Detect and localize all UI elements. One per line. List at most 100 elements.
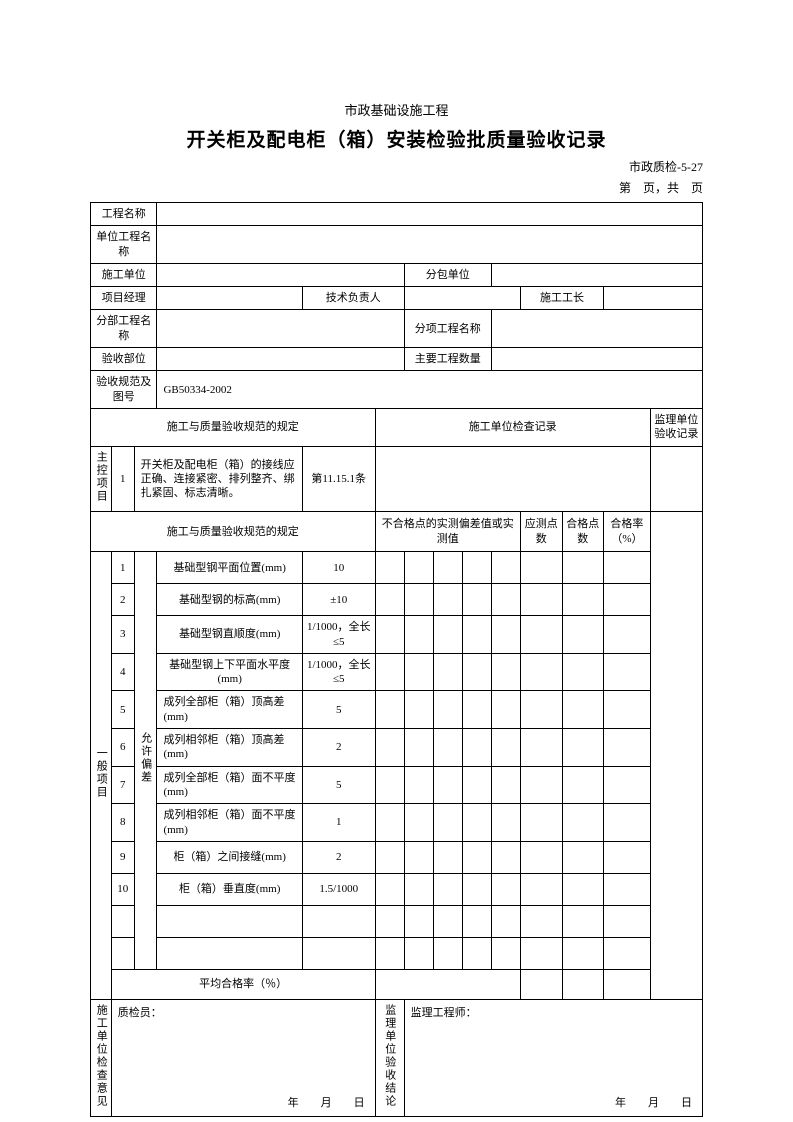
g-desc-4: 基础型钢上下平面水平度(mm)	[157, 653, 302, 691]
general-row-8: 8 成列相邻柜（箱）面不平度(mm) 1	[91, 804, 703, 842]
g-desc-6: 成列相邻柜（箱）顶高差(mm)	[157, 729, 302, 767]
qc-label: 质检员：	[118, 1007, 162, 1019]
g-val-5: 5	[302, 691, 375, 729]
value-contractor	[157, 263, 404, 286]
g-desc-3: 基础型钢直顺度(mm)	[157, 616, 302, 654]
g-val-6: 2	[302, 729, 375, 767]
col-deviation: 不合格点的实测偏差值或实测值	[375, 512, 520, 552]
row-pm: 项目经理 技术负责人 施工工长	[91, 287, 703, 310]
value-accept-part	[157, 348, 404, 371]
g-val-7: 5	[302, 766, 375, 804]
g-val-9: 2	[302, 841, 375, 873]
g-no-7: 7	[111, 766, 134, 804]
g-no-9: 9	[111, 841, 134, 873]
row-section: 分部工程名称 分项工程名称	[91, 310, 703, 348]
value-main-qty	[491, 348, 702, 371]
g-no-1: 1	[111, 552, 134, 584]
general-row-4: 4 基础型钢上下平面水平度(mm) 1/1000，全长≤5	[91, 653, 703, 691]
value-pm	[157, 287, 302, 310]
g-desc-1: 基础型钢平面位置(mm)	[157, 552, 302, 584]
doc-code: 市政质检-5-27	[90, 158, 703, 175]
supervise-sign-block: 监理工程师： 年 月 日	[404, 999, 702, 1116]
contractor-sign-block: 质检员： 年 月 日	[111, 999, 375, 1116]
general-row-1: 一般项目 1 允许偏差 基础型钢平面位置(mm) 10	[91, 552, 703, 584]
row-header1: 施工与质量验收规范的规定 施工单位检查记录 监理单位验收记录	[91, 408, 703, 446]
row-proj-name: 工程名称	[91, 203, 703, 226]
g-no-3: 3	[111, 616, 134, 654]
row-avg-rate: 平均合格率（％）	[91, 969, 703, 999]
date2: 年 月 日	[615, 1096, 692, 1110]
contractor-opinion-label: 施工单位检查意见	[91, 999, 112, 1116]
g-val-3: 1/1000，全长≤5	[302, 616, 375, 654]
page: 市政基础设施工程 开关柜及配电柜（箱）安装检验批质量验收记录 市政质检-5-27…	[0, 0, 793, 1122]
g-val-10: 1.5/1000	[302, 873, 375, 905]
g-no-4: 4	[111, 653, 134, 691]
main-ctrl-supervise	[650, 446, 702, 511]
main-ctrl-no: 1	[111, 446, 134, 511]
general-row-2: 2 基础型钢的标高(mm) ±10	[91, 584, 703, 616]
general-label: 一般项目	[91, 552, 112, 1000]
value-subcontractor	[491, 263, 702, 286]
date1: 年 月 日	[288, 1096, 365, 1110]
header-title: 开关柜及配电柜（箱）安装检验批质量验收记录	[90, 125, 703, 152]
g-no-10: 10	[111, 873, 134, 905]
general-row-6: 6 成列相邻柜（箱）顶高差(mm) 2	[91, 729, 703, 767]
row-sign: 施工单位检查意见 质检员： 年 月 日 监理单位验收结论 监理工程师： 年 月 …	[91, 999, 703, 1116]
value-item	[491, 310, 702, 348]
label-pm: 项目经理	[91, 287, 157, 310]
g-val-8: 1	[302, 804, 375, 842]
label-item: 分项工程名称	[404, 310, 491, 348]
general-row-7: 7 成列全部柜（箱）面不平度(mm) 5	[91, 766, 703, 804]
main-ctrl-check	[375, 446, 650, 511]
row-accept-part: 验收部位 主要工程数量	[91, 348, 703, 371]
main-ctrl-label: 主控项目	[91, 446, 112, 511]
label-spec: 验收规范及图号	[91, 371, 157, 409]
col-pass-pts: 合格点数	[562, 512, 604, 552]
row-contractor: 施工单位 分包单位	[91, 263, 703, 286]
col-spec2: 施工与质量验收规范的规定	[91, 512, 376, 552]
g-desc-7: 成列全部柜（箱）面不平度(mm)	[157, 766, 302, 804]
g-val-4: 1/1000，全长≤5	[302, 653, 375, 691]
avg-rate-label: 平均合格率（％）	[111, 969, 375, 999]
col-supervise: 监理单位验收记录	[650, 408, 702, 446]
label-tech: 技术负责人	[302, 287, 404, 310]
row-main-ctrl: 主控项目 1 开关柜及配电柜（箱）的接线应正确、连接紧密、排列整齐、绑扎紧固、标…	[91, 446, 703, 511]
supervise-col	[650, 512, 702, 1000]
row-general-header: 施工与质量验收规范的规定 不合格点的实测偏差值或实测值 应测点数 合格点数 合格…	[91, 512, 703, 552]
value-spec: GB50334-2002	[157, 371, 703, 409]
g-no-6: 6	[111, 729, 134, 767]
col-check: 施工单位检查记录	[375, 408, 650, 446]
label-accept-part: 验收部位	[91, 348, 157, 371]
main-ctrl-clause: 第11.15.1条	[302, 446, 375, 511]
label-unit-proj: 单位工程名称	[91, 226, 157, 264]
row-spec: 验收规范及图号 GB50334-2002	[91, 371, 703, 409]
col-should: 应测点数	[520, 512, 562, 552]
label-subcontractor: 分包单位	[404, 263, 491, 286]
engineer-label: 监理工程师：	[411, 1007, 477, 1019]
general-row-9: 9 柜（箱）之间接缝(mm) 2	[91, 841, 703, 873]
g-desc-9: 柜（箱）之间接缝(mm)	[157, 841, 302, 873]
value-foreman	[604, 287, 703, 310]
general-row-blank2	[91, 937, 703, 969]
header-subtitle: 市政基础设施工程	[90, 100, 703, 119]
label-section: 分部工程名称	[91, 310, 157, 348]
supervise-conclusion-label: 监理单位验收结论	[375, 999, 404, 1116]
main-table: 工程名称 单位工程名称 施工单位 分包单位 项目经理 技术负责人 施工工长 分部…	[90, 202, 703, 1117]
g-no-5: 5	[111, 691, 134, 729]
g-no-2: 2	[111, 584, 134, 616]
label-proj-name: 工程名称	[91, 203, 157, 226]
tolerance-label: 允许偏差	[134, 552, 157, 970]
general-row-blank1	[91, 905, 703, 937]
g-desc-5: 成列全部柜（箱）顶高差(mm)	[157, 691, 302, 729]
main-ctrl-desc: 开关柜及配电柜（箱）的接线应正确、连接紧密、排列整齐、绑扎紧固、标志清晰。	[134, 446, 302, 511]
value-unit-proj	[157, 226, 703, 264]
row-unit-proj: 单位工程名称	[91, 226, 703, 264]
general-row-3: 3 基础型钢直顺度(mm) 1/1000，全长≤5	[91, 616, 703, 654]
value-tech	[404, 287, 520, 310]
g-val-1: 10	[302, 552, 375, 584]
page-number: 第 页，共 页	[90, 179, 703, 196]
label-foreman: 施工工长	[520, 287, 603, 310]
value-section	[157, 310, 404, 348]
g-val-2: ±10	[302, 584, 375, 616]
g-no-8: 8	[111, 804, 134, 842]
